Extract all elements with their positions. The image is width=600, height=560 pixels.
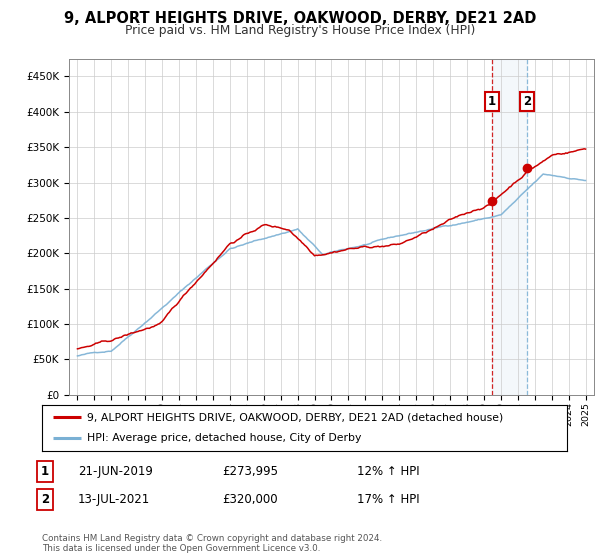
Bar: [492, 59, 527, 395]
Text: 21-JUN-2019: 21-JUN-2019: [78, 465, 153, 478]
Text: 17% ↑ HPI: 17% ↑ HPI: [357, 493, 419, 506]
Text: £273,995: £273,995: [222, 465, 278, 478]
Text: Contains HM Land Registry data © Crown copyright and database right 2024.
This d: Contains HM Land Registry data © Crown c…: [42, 534, 382, 553]
Text: 1: 1: [41, 465, 49, 478]
Text: 2: 2: [41, 493, 49, 506]
Text: HPI: Average price, detached house, City of Derby: HPI: Average price, detached house, City…: [86, 433, 361, 444]
Text: 12% ↑ HPI: 12% ↑ HPI: [357, 465, 419, 478]
Text: Price paid vs. HM Land Registry's House Price Index (HPI): Price paid vs. HM Land Registry's House …: [125, 24, 475, 36]
Text: 1: 1: [488, 95, 496, 108]
Text: 9, ALPORT HEIGHTS DRIVE, OAKWOOD, DERBY, DE21 2AD (detached house): 9, ALPORT HEIGHTS DRIVE, OAKWOOD, DERBY,…: [86, 412, 503, 422]
Text: 13-JUL-2021: 13-JUL-2021: [78, 493, 150, 506]
Text: 2: 2: [523, 95, 531, 108]
Text: £320,000: £320,000: [222, 493, 278, 506]
Text: 9, ALPORT HEIGHTS DRIVE, OAKWOOD, DERBY, DE21 2AD: 9, ALPORT HEIGHTS DRIVE, OAKWOOD, DERBY,…: [64, 11, 536, 26]
